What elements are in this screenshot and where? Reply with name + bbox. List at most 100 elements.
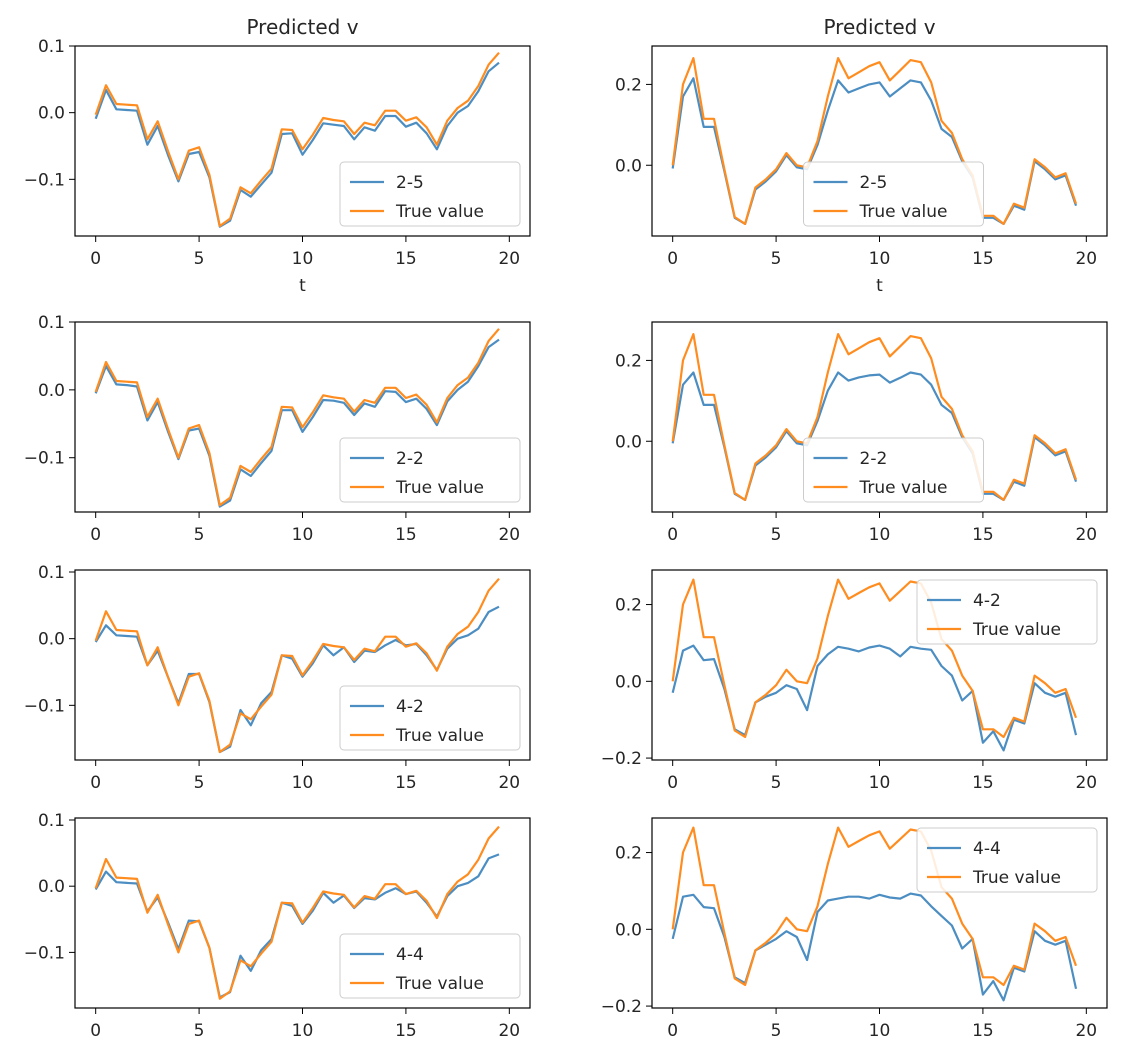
- x-tick-label: 10: [869, 525, 891, 545]
- legend-label: True value: [395, 202, 484, 222]
- x-tick-label: 20: [1075, 249, 1097, 269]
- x-tick-label: 15: [395, 773, 417, 793]
- true-value-series-line: [94, 328, 500, 507]
- legend: 2-2 True value: [803, 437, 984, 503]
- legend-box: [339, 161, 521, 227]
- x-tick-label: 5: [771, 773, 782, 793]
- legend: 2-2 True value: [339, 437, 521, 503]
- y-tick-label: 0.0: [38, 381, 65, 401]
- x-tick-label: 5: [194, 1021, 205, 1041]
- legend-box: [339, 933, 521, 999]
- predicted-series-line: [671, 892, 1078, 1002]
- x-tick-label: 0: [667, 249, 678, 269]
- true-value-series-line: [94, 825, 500, 1000]
- legend-label: True value: [395, 974, 484, 994]
- x-tick-label: 20: [498, 773, 520, 793]
- true-value-series-line: [671, 333, 1078, 501]
- legend-box: [916, 579, 1098, 645]
- x-tick-label: 20: [1075, 773, 1097, 793]
- legend-label: True value: [395, 726, 484, 746]
- legend: 2-5 True value: [803, 161, 984, 227]
- legend-box: [916, 827, 1098, 893]
- chart-panel-1: Predicted v t 0 5 10 15 20 −0.1 0.0 0.1 2-5 True va…: [24, 15, 531, 296]
- chart-panel-8: 0 5 10 15 20 −0.2 0.0 0.2 4-4 True value: [601, 817, 1108, 1041]
- y-tick-label: 0.0: [615, 432, 642, 452]
- x-tick-label: 5: [194, 525, 205, 545]
- x-tick-label: 15: [972, 1021, 994, 1041]
- legend-label: True value: [859, 202, 948, 222]
- legend-label: 4-4: [396, 945, 424, 965]
- legend-label: 2-5: [396, 173, 424, 193]
- x-tick-label: 10: [869, 249, 891, 269]
- true-value-series-line: [671, 578, 1078, 739]
- x-tick-label: 15: [395, 525, 417, 545]
- x-tick-label: 10: [292, 525, 314, 545]
- legend-label: 4-2: [396, 697, 424, 717]
- y-tick-label: −0.2: [601, 997, 642, 1017]
- chart-title: Predicted v: [823, 15, 935, 39]
- y-tick-label: 0.1: [38, 313, 65, 333]
- x-tick-label: 0: [90, 1021, 101, 1041]
- x-tick-label: 0: [90, 773, 101, 793]
- x-axis-label: t: [876, 276, 883, 296]
- y-tick-label: −0.1: [24, 696, 65, 716]
- x-axis-label: t: [299, 276, 306, 296]
- y-tick-label: 0.0: [38, 877, 65, 897]
- y-tick-label: −0.2: [601, 749, 642, 769]
- chart-panel-4: 0 5 10 15 20 0.0 0.2 2-2 True value: [615, 321, 1108, 545]
- x-tick-label: 10: [292, 249, 314, 269]
- x-tick-label: 15: [395, 249, 417, 269]
- legend-label: 2-2: [396, 449, 424, 469]
- y-tick-label: 0.1: [38, 563, 65, 583]
- true-value-series-line: [94, 577, 500, 754]
- legend-box: [803, 437, 984, 503]
- legend-label: 2-2: [860, 449, 888, 469]
- y-tick-label: −0.1: [24, 449, 65, 469]
- legend: 4-4 True value: [339, 933, 521, 999]
- x-tick-label: 0: [667, 1021, 678, 1041]
- x-tick-label: 20: [1075, 525, 1097, 545]
- true-value-series-line: [671, 826, 1078, 987]
- y-tick-label: −0.1: [24, 170, 65, 190]
- x-tick-label: 20: [498, 525, 520, 545]
- x-tick-label: 5: [194, 773, 205, 793]
- x-tick-label: 20: [498, 249, 520, 269]
- true-value-series-line: [671, 56, 1078, 225]
- y-tick-label: 0.2: [615, 596, 642, 616]
- y-tick-label: 0.0: [38, 630, 65, 650]
- legend-box: [339, 437, 521, 503]
- x-tick-label: 20: [1075, 1021, 1097, 1041]
- x-tick-label: 0: [667, 525, 678, 545]
- x-tick-label: 20: [498, 1021, 520, 1041]
- x-tick-label: 15: [972, 773, 994, 793]
- x-tick-label: 10: [292, 1021, 314, 1041]
- y-tick-label: 0.0: [615, 920, 642, 940]
- chart-panel-5: 0 5 10 15 20 −0.1 0.0 0.1 4-2 True value: [24, 563, 531, 793]
- chart-panel-7: 0 5 10 15 20 −0.1 0.0 0.1 4-4 True value: [24, 811, 531, 1041]
- x-tick-label: 10: [292, 773, 314, 793]
- chart-title: Predicted v: [246, 15, 358, 39]
- legend: 4-4 True value: [916, 827, 1098, 893]
- legend-label: True value: [972, 620, 1061, 640]
- x-tick-label: 5: [771, 249, 782, 269]
- legend-label: 2-5: [860, 173, 888, 193]
- x-tick-label: 0: [90, 525, 101, 545]
- x-tick-label: 0: [667, 773, 678, 793]
- x-tick-label: 5: [771, 525, 782, 545]
- chart-panel-6: 0 5 10 15 20 −0.2 0.0 0.2 4-2 True value: [601, 569, 1108, 793]
- legend-label: 4-2: [973, 591, 1001, 611]
- legend-label: True value: [859, 478, 948, 498]
- legend-box: [339, 685, 521, 751]
- x-tick-label: 15: [972, 249, 994, 269]
- true-value-series-line: [94, 51, 500, 228]
- y-tick-label: 0.2: [615, 844, 642, 864]
- legend: 4-2 True value: [339, 685, 521, 751]
- y-tick-label: 0.1: [38, 37, 65, 57]
- y-tick-label: 0.2: [615, 75, 642, 95]
- y-tick-label: 0.0: [38, 104, 65, 124]
- chart-panel-3: 0 5 10 15 20 −0.1 0.0 0.1 2-2 True value: [24, 313, 531, 545]
- legend-box: [803, 161, 984, 227]
- y-tick-label: 0.2: [615, 351, 642, 371]
- legend: 4-2 True value: [916, 579, 1098, 645]
